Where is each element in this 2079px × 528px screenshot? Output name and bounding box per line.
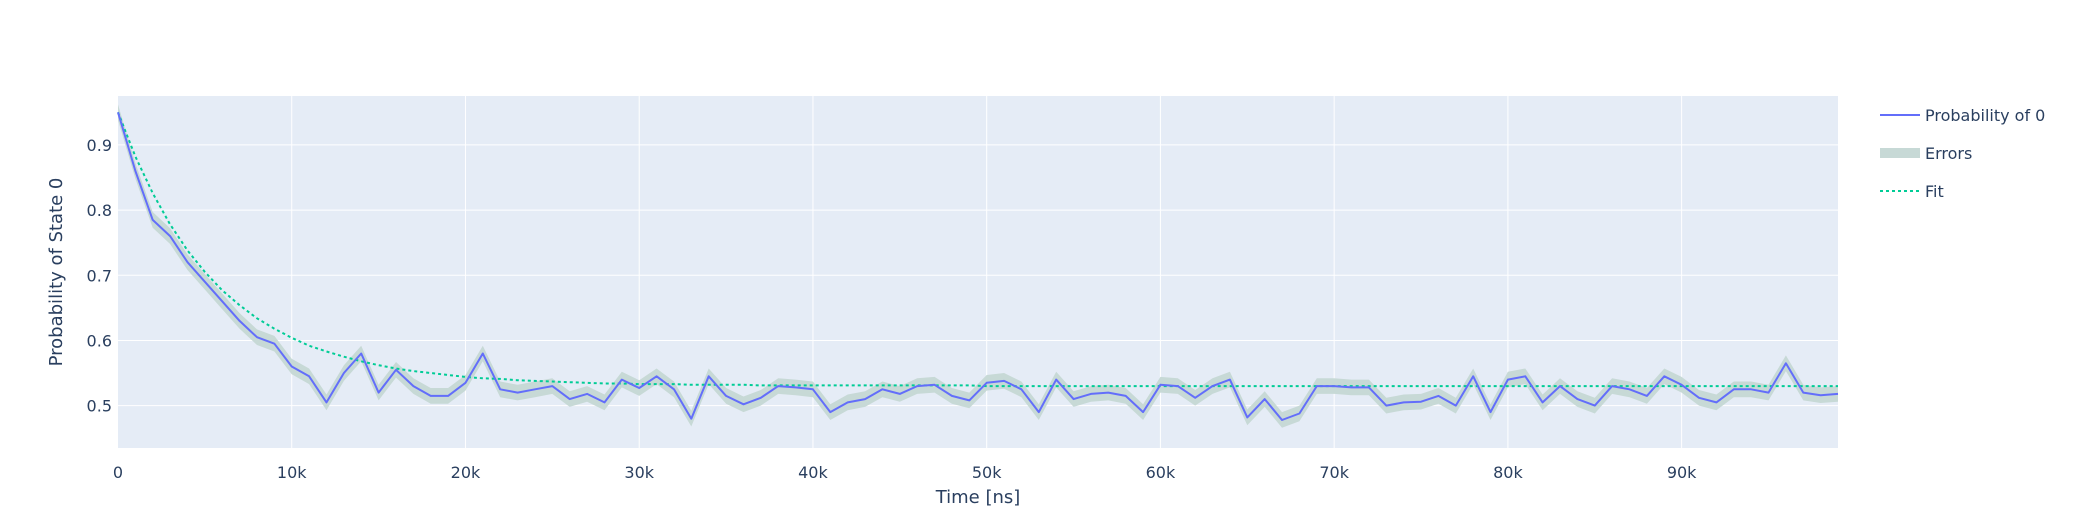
x-tick-label: 30k: [624, 463, 654, 482]
y-tick-label: 0.5: [87, 397, 112, 416]
probability-series: [117, 112, 1839, 421]
x-tick-label: 80k: [1493, 463, 1523, 482]
x-axis-title: Time [ns]: [935, 487, 1021, 508]
legend-label-probability: Probability of 0: [1925, 106, 2045, 125]
y-axis-title: Probability of State 0: [46, 178, 67, 367]
legend-item-errors[interactable]: Errors: [1880, 144, 1972, 163]
x-tick-label: 20k: [451, 463, 481, 482]
legend-item-fit[interactable]: Fit: [1880, 182, 1944, 201]
legend-label-fit: Fit: [1925, 182, 1944, 201]
x-tick-label: 70k: [1319, 463, 1349, 482]
x-tick-label: 50k: [972, 463, 1002, 482]
y-tick-labels: 0.5 0.6 0.7 0.8 0.9: [87, 136, 112, 416]
x-tick-label: 90k: [1667, 463, 1697, 482]
grid-lines: [118, 96, 1838, 448]
probability-line: [117, 112, 1839, 421]
legend-label-errors: Errors: [1925, 144, 1972, 163]
x-tick-label: 40k: [798, 463, 828, 482]
x-tick-label: 60k: [1146, 463, 1176, 482]
y-tick-label: 0.9: [87, 136, 112, 155]
legend: Probability of 0 Errors Fit: [1880, 106, 2045, 201]
y-tick-label: 0.6: [87, 331, 112, 350]
fit-line: [117, 111, 1838, 388]
fit-series: [117, 111, 1838, 388]
x-tick-label: 10k: [277, 463, 307, 482]
x-tick-label: 0: [113, 463, 123, 482]
x-tick-labels: 0 10k 20k 30k 40k 50k 60k 70k 80k 90k: [113, 463, 1697, 482]
y-tick-label: 0.7: [87, 266, 112, 285]
legend-item-probability[interactable]: Probability of 0: [1880, 106, 2045, 125]
y-tick-label: 0.8: [87, 201, 112, 220]
